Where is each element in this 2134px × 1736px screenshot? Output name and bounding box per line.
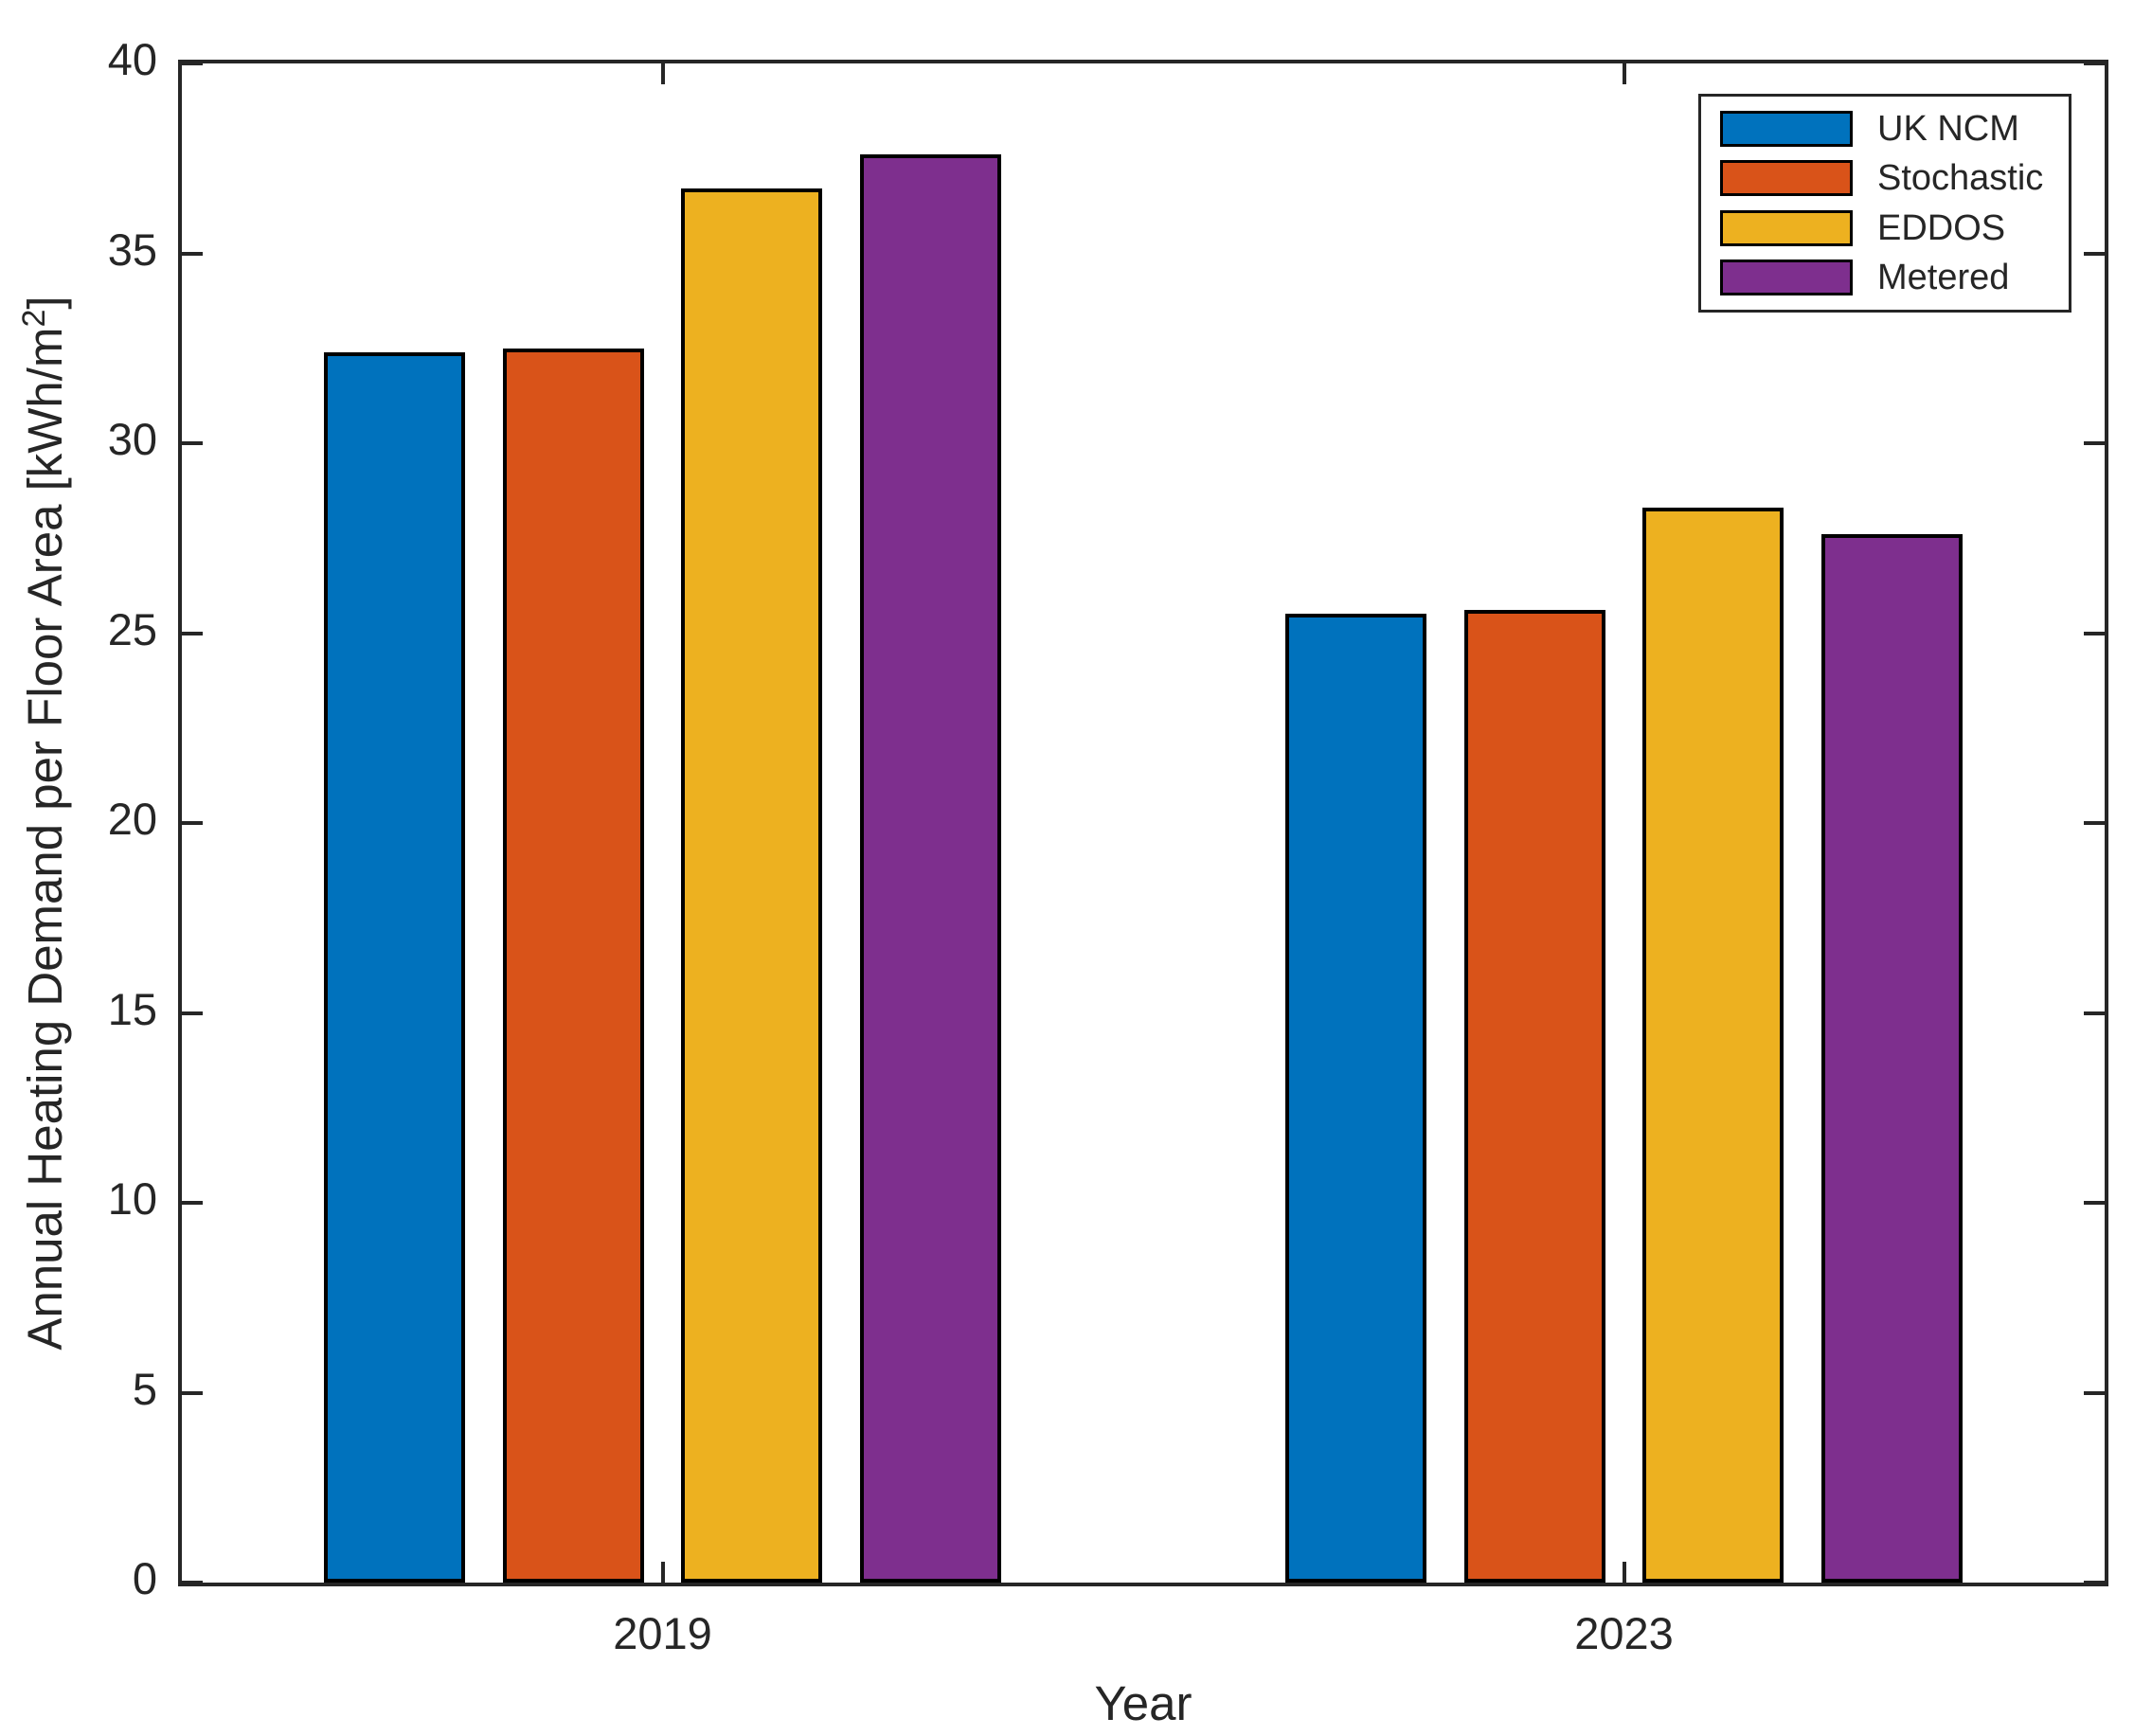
y-axis-label: Annual Heating Demand per Floor Area [kW… — [16, 60, 74, 1586]
y-tick-mark-right — [2084, 1201, 2105, 1205]
y-tick-mark-right — [2084, 1581, 2105, 1584]
x-tick-label-2023: 2023 — [1574, 1608, 1674, 1658]
y-tick-label: 30 — [107, 414, 157, 464]
legend-item-uk-ncm: UK NCM — [1701, 111, 2069, 147]
y-tick-label: 35 — [107, 224, 157, 275]
plot-area — [178, 60, 2108, 1586]
y-tick-mark-right — [2084, 1390, 2105, 1395]
y-tick-mark-left — [182, 1201, 203, 1205]
bar-2019-eddos — [681, 188, 823, 1583]
y-tick-label: 10 — [107, 1173, 157, 1224]
y-tick-mark-left — [182, 251, 203, 256]
bar-2023-metered — [1820, 534, 1963, 1583]
bar-2019-stochastic — [502, 348, 644, 1583]
y-tick-mark-left — [182, 1011, 203, 1015]
legend-label-eddos: EDDOS — [1877, 207, 2006, 248]
y-tick-mark-left — [182, 441, 203, 445]
bar-2019-uk-ncm — [324, 351, 466, 1583]
legend-label-metered: Metered — [1877, 257, 2010, 297]
y-tick-mark-left — [182, 1581, 203, 1584]
y-tick-mark-left — [182, 821, 203, 825]
x-tick-mark-top — [1622, 63, 1626, 84]
y-tick-mark-right — [2084, 631, 2105, 635]
plot-inner — [182, 62, 2105, 1584]
legend: UK NCM Stochastic EDDOS Metered — [1698, 94, 2071, 313]
legend-item-metered: Metered — [1701, 257, 2069, 297]
y-tick-mark-right — [2084, 441, 2105, 445]
y-tick-mark-right — [2084, 821, 2105, 825]
y-tick-mark-right — [2084, 62, 2105, 65]
y-tick-label: 40 — [107, 34, 157, 84]
y-tick-mark-left — [182, 631, 203, 635]
x-tick-mark-bottom — [660, 1562, 665, 1583]
legend-item-stochastic: Stochastic — [1701, 158, 2069, 199]
y-tick-mark-right — [2084, 251, 2105, 256]
y-tick-mark-left — [182, 62, 203, 65]
x-tick-mark-bottom — [1622, 1562, 1626, 1583]
x-tick-mark-top — [660, 63, 665, 84]
y-tick-label: 15 — [107, 983, 157, 1034]
y-axis-label-text: Annual Heating Demand per Floor Area [kW… — [18, 327, 72, 1351]
legend-label-uk-ncm: UK NCM — [1877, 109, 2019, 149]
y-tick-label: 20 — [107, 794, 157, 844]
y-axis-label-superscript: 2 — [16, 309, 52, 328]
legend-label-stochastic: Stochastic — [1877, 158, 2044, 199]
bar-2023-uk-ncm — [1285, 614, 1427, 1583]
x-tick-label-2019: 2019 — [613, 1608, 712, 1658]
bar-2019-metered — [859, 154, 1001, 1583]
legend-swatch-stochastic — [1720, 160, 1853, 197]
legend-item-eddos: EDDOS — [1701, 207, 2069, 248]
legend-swatch-eddos — [1720, 209, 1853, 246]
legend-swatch-metered — [1720, 259, 1853, 295]
y-tick-label: 5 — [132, 1363, 157, 1414]
bar-2023-eddos — [1642, 508, 1784, 1583]
y-tick-label: 0 — [132, 1553, 157, 1603]
y-tick-mark-right — [2084, 1011, 2105, 1015]
legend-swatch-uk-ncm — [1720, 111, 1853, 147]
y-tick-mark-left — [182, 1390, 203, 1395]
y-tick-label: 25 — [107, 603, 157, 654]
x-axis-label: Year — [1094, 1676, 1193, 1730]
bar-2023-stochastic — [1463, 610, 1605, 1583]
y-axis-label-close-bracket: ] — [18, 295, 72, 310]
